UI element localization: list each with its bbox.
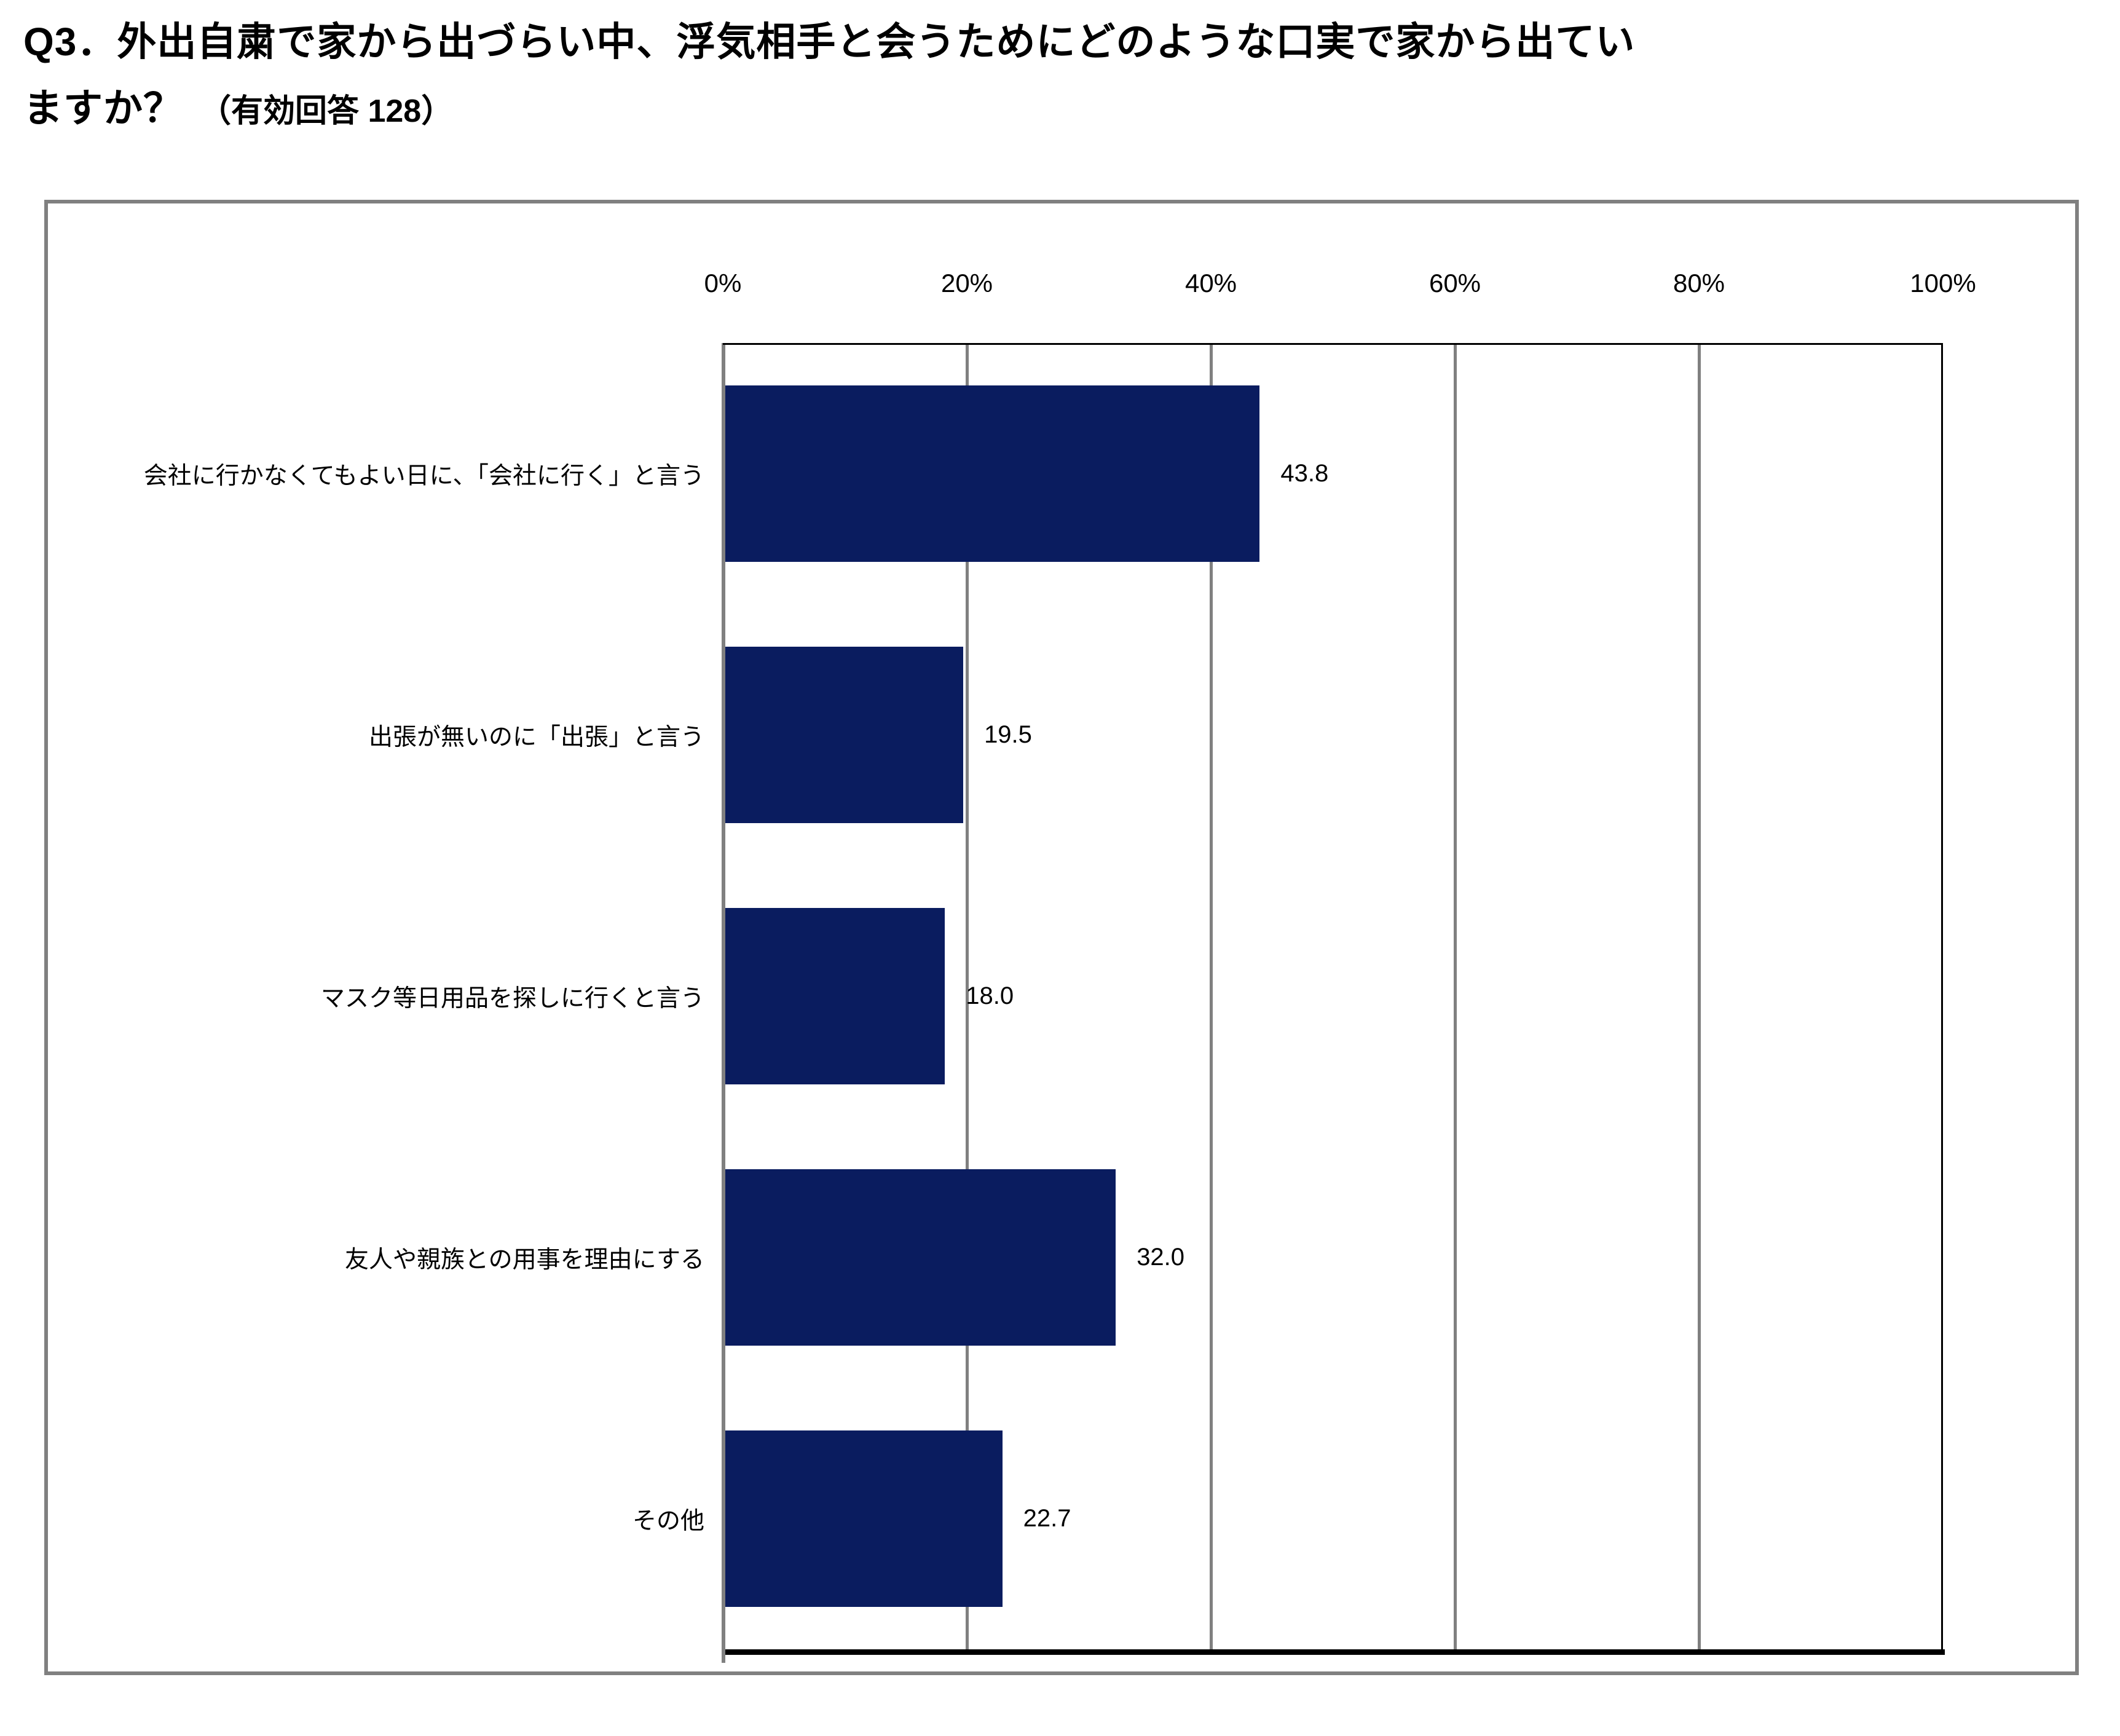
bar bbox=[725, 1430, 1003, 1607]
bar bbox=[725, 647, 964, 823]
gridline bbox=[966, 343, 969, 1649]
x-axis-tick: 0% bbox=[704, 269, 742, 298]
gridline bbox=[1210, 343, 1213, 1649]
category-label: マスク等日用品を探しに行くと言う bbox=[320, 985, 704, 1012]
x-axis-line bbox=[725, 1649, 1945, 1655]
x-axis-tick: 20% bbox=[940, 269, 993, 298]
x-axis-tick: 80% bbox=[1673, 269, 1725, 298]
plot-right-border bbox=[1941, 343, 1943, 1649]
gridline bbox=[1698, 343, 1701, 1649]
plot-top-border bbox=[723, 343, 1943, 345]
x-axis-tick: 40% bbox=[1184, 269, 1237, 298]
question-title-line1: Q3．外出自粛で家から出づらい中、浮気相手と会うためにどのような口実で家から出て… bbox=[23, 20, 1636, 64]
x-axis-tick: 100% bbox=[1910, 269, 1976, 298]
category-label: 出張が無いのに「出張」と言う bbox=[368, 724, 704, 751]
gridline bbox=[1454, 343, 1457, 1649]
valid-responses-note: （有効回答 128） bbox=[199, 93, 454, 129]
bar-value-label: 18.0 bbox=[966, 982, 1014, 1009]
bar-value-label: 32.0 bbox=[1137, 1244, 1185, 1271]
bar-value-label: 43.8 bbox=[1280, 460, 1329, 487]
bar bbox=[725, 908, 945, 1084]
x-axis-tick: 60% bbox=[1428, 269, 1481, 298]
bar-value-label: 19.5 bbox=[984, 721, 1032, 748]
question-title-line2: ますか？ bbox=[23, 86, 183, 130]
bar bbox=[725, 385, 1260, 562]
bar bbox=[725, 1169, 1116, 1346]
y-axis-line bbox=[722, 343, 725, 1663]
category-label: 会社に行かなくてもよい日に、「会社に行く」と言う bbox=[143, 462, 704, 489]
category-label: その他 bbox=[632, 1507, 704, 1534]
question-title: Q3．外出自粛で家から出づらい中、浮気相手と会うためにどのような口実で家から出て… bbox=[23, 9, 1635, 144]
chart-frame: 0% 20% 40% 60% 80% 100% 会社に行かなくてもよい日に、「会社に行く」と… bbox=[44, 200, 2079, 1675]
bar-value-label: 22.7 bbox=[1023, 1505, 1071, 1532]
category-label: 友人や親族との用事を理由にする bbox=[344, 1246, 704, 1273]
